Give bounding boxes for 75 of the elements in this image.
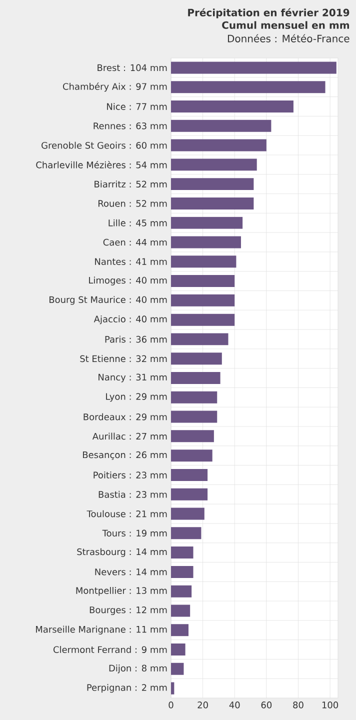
y-tick-label: Bordeaux : 29 mm bbox=[84, 413, 167, 420]
y-tick-label: Lyon : 29 mm bbox=[106, 393, 167, 402]
bar bbox=[171, 216, 243, 229]
y-tick-label: Clermont Ferrand : 9 mm bbox=[54, 646, 167, 654]
y-tick-label: Nevers : 14 mm bbox=[95, 568, 167, 576]
x-tick-label: 0 bbox=[168, 702, 174, 708]
bar bbox=[171, 430, 214, 442]
bar bbox=[171, 120, 272, 132]
bar bbox=[171, 158, 257, 171]
y-tick-label: Dijon : 8 mm bbox=[109, 664, 167, 674]
bar bbox=[171, 410, 218, 423]
bar bbox=[171, 197, 254, 210]
bar bbox=[171, 100, 294, 112]
y-tick-label: Nantes : 41 mm bbox=[95, 258, 167, 265]
y-tick-label: Strasbourg : 14 mm bbox=[77, 548, 167, 557]
y-tick-label: Nice : 77 mm bbox=[107, 103, 167, 110]
bar bbox=[171, 62, 336, 74]
x-tick-label: 20 bbox=[198, 702, 208, 708]
y-tick-label: Nancy : 31 mm bbox=[98, 374, 167, 382]
y-tick-label: Chambéry Aix : 97 mm bbox=[63, 82, 167, 92]
chart-title: Précipitation en février 2019 bbox=[188, 8, 350, 18]
x-tick-label: 80 bbox=[293, 702, 304, 708]
bar bbox=[171, 488, 208, 500]
y-tick-label: Aurillac : 27 mm bbox=[92, 432, 167, 440]
y-tick-label: Tours : 19 mm bbox=[102, 530, 167, 537]
bar bbox=[171, 566, 194, 578]
x-tick-label: 60 bbox=[261, 702, 272, 708]
y-tick-label: Toulouse : 21 mm bbox=[86, 510, 167, 518]
bar bbox=[171, 275, 235, 288]
y-tick-label: Brest : 104 mm bbox=[98, 64, 167, 72]
bar bbox=[171, 256, 236, 268]
bar bbox=[171, 585, 192, 598]
bar bbox=[171, 81, 326, 94]
bar bbox=[171, 333, 228, 346]
y-tick-label: Paris : 36 mm bbox=[105, 336, 167, 343]
y-tick-label: Bourg St Maurice : 40 mm bbox=[50, 296, 167, 305]
y-tick-label: Lille : 45 mm bbox=[108, 219, 167, 226]
bar bbox=[171, 314, 235, 326]
y-tick-label: Rouen : 52 mm bbox=[98, 200, 167, 207]
bar bbox=[171, 624, 188, 636]
y-tick-label: Bourges : 12 mm bbox=[90, 606, 167, 616]
bar bbox=[171, 644, 186, 656]
bar bbox=[171, 178, 254, 190]
bar bbox=[171, 604, 190, 617]
y-tick-label: Poitiers : 23 mm bbox=[94, 471, 167, 478]
bar bbox=[171, 352, 222, 365]
y-tick-label: Besançon : 26 mm bbox=[83, 451, 167, 460]
bar bbox=[171, 546, 194, 559]
y-tick-label: Bastia : 23 mm bbox=[98, 490, 167, 498]
bar bbox=[171, 468, 208, 481]
bar bbox=[171, 508, 204, 520]
y-tick-label: Marseille Marignane : 11 mm bbox=[36, 626, 167, 634]
y-tick-label: Charleville Mézières : 54 mm bbox=[36, 161, 167, 168]
y-tick-label: Caen : 44 mm bbox=[103, 238, 167, 246]
y-tick-label: Rennes : 63 mm bbox=[94, 122, 167, 130]
x-tick-label: 40 bbox=[229, 702, 240, 708]
bar bbox=[171, 527, 202, 540]
bar bbox=[171, 450, 212, 462]
y-tick-label: Montpellier : 13 mm bbox=[76, 586, 167, 596]
y-tick-label: Perpignan : 2 mm bbox=[87, 684, 167, 693]
y-tick-label: Biarritz : 52 mm bbox=[94, 180, 167, 188]
chart-subtitle: Cumul mensuel en mm bbox=[222, 21, 350, 29]
y-tick-label: Grenoble St Geoirs : 60 mm bbox=[42, 142, 167, 149]
bar bbox=[171, 662, 184, 675]
x-tick-label: 100 bbox=[322, 702, 338, 708]
bar bbox=[171, 391, 218, 404]
bar bbox=[171, 139, 266, 152]
text: Données : Météo-France bbox=[228, 34, 350, 42]
bar bbox=[171, 682, 174, 694]
bar bbox=[171, 372, 220, 384]
y-tick-label: St Etienne : 32 mm bbox=[80, 355, 167, 362]
y-tick-label: Limoges : 40 mm bbox=[89, 276, 167, 286]
y-tick-label: Ajaccio : 40 mm bbox=[94, 315, 167, 324]
bar bbox=[171, 236, 241, 248]
bar bbox=[171, 294, 235, 306]
